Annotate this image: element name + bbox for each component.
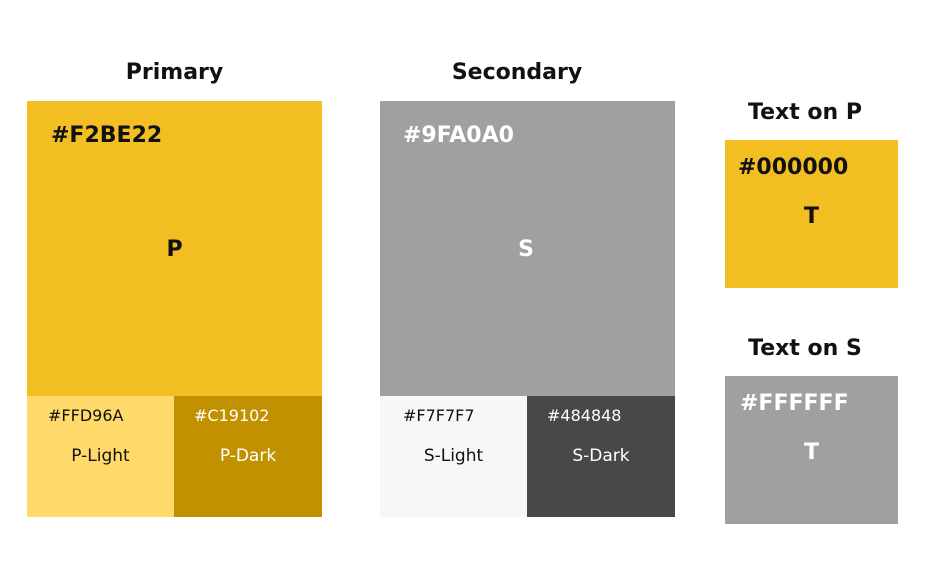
primary-dark-hex: #C19102 [194, 406, 270, 425]
secondary-light-name: S-Light [423, 446, 484, 466]
text-on-s-swatch: #FFFFFF T [725, 376, 898, 524]
primary-light-hex: #FFD96A [48, 406, 124, 425]
text-on-s-title: Text on S [748, 336, 862, 361]
primary-title: Primary [125, 60, 224, 85]
text-on-p-letter: T [803, 204, 819, 229]
secondary-light-swatch: #F7F7F7 S-Light [380, 396, 527, 517]
secondary-light-hex: #F7F7F7 [403, 406, 475, 425]
primary-hex: #F2BE22 [51, 123, 163, 148]
secondary-title: Secondary [451, 60, 583, 85]
primary-light-name: P-Light [71, 446, 130, 466]
primary-dark-name: P-Dark [219, 446, 277, 466]
secondary-dark-swatch: #484848 S-Dark [527, 396, 675, 517]
text-on-p-title: Text on P [748, 100, 862, 125]
text-on-p-hex: #000000 [738, 155, 849, 180]
primary-letter: P [166, 237, 183, 262]
primary-light-swatch: #FFD96A P-Light [27, 396, 174, 517]
text-on-s-hex: #FFFFFF [740, 391, 849, 416]
secondary-hex: #9FA0A0 [403, 123, 514, 148]
secondary-letter: S [518, 237, 534, 262]
primary-dark-swatch: #C19102 P-Dark [174, 396, 322, 517]
secondary-dark-hex: #484848 [547, 406, 622, 425]
secondary-swatch: #9FA0A0 S [380, 101, 675, 396]
primary-swatch: #F2BE22 P [27, 101, 322, 396]
text-on-s-letter: T [803, 440, 819, 465]
text-on-p-swatch: #000000 T [725, 140, 898, 288]
secondary-dark-name: S-Dark [572, 446, 630, 466]
